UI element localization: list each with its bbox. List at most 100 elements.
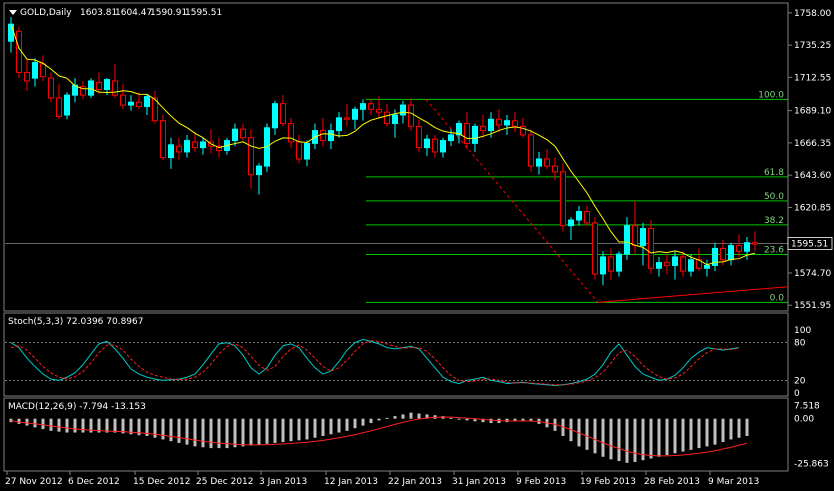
collapse-triangle-icon[interactable] bbox=[9, 10, 17, 15]
macd-histogram-bar bbox=[721, 418, 725, 443]
candle-body bbox=[248, 137, 254, 176]
candle-body bbox=[688, 259, 694, 272]
symbol-title: GOLD,Daily bbox=[20, 8, 72, 18]
candle-body bbox=[712, 247, 718, 266]
candle-body bbox=[704, 264, 710, 269]
candle-body bbox=[200, 141, 206, 149]
x-tick-label: 15 Dec 2012 bbox=[133, 477, 191, 487]
candle-body bbox=[656, 262, 662, 269]
candle-body bbox=[352, 108, 358, 120]
candle-body bbox=[104, 79, 110, 90]
y-tick-label: 1758.00 bbox=[794, 9, 831, 19]
fib-level-label: 61.8 bbox=[764, 168, 784, 178]
x-tick-label: 6 Dec 2012 bbox=[68, 477, 120, 487]
candle-body bbox=[232, 128, 238, 142]
macd-histogram-bar bbox=[633, 418, 637, 462]
x-tick-label: 12 Jan 2013 bbox=[324, 477, 378, 487]
macd-tick-label: -25.863 bbox=[794, 459, 829, 469]
candle-body bbox=[440, 140, 446, 153]
candle-body bbox=[624, 225, 630, 255]
macd-histogram-bar bbox=[345, 418, 349, 431]
candle-body bbox=[328, 130, 334, 142]
candle-body bbox=[456, 123, 462, 136]
fib-level-label: 23.6 bbox=[764, 246, 784, 256]
macd-histogram-bar bbox=[97, 418, 101, 433]
macd-histogram-bar bbox=[481, 418, 485, 423]
macd-histogram-bar bbox=[145, 418, 149, 436]
x-tick-label: 28 Feb 2013 bbox=[644, 477, 700, 487]
macd-histogram-bar bbox=[649, 418, 653, 459]
candle-body bbox=[744, 242, 750, 252]
candle-body bbox=[504, 120, 510, 126]
macd-histogram-bar bbox=[401, 414, 405, 419]
macd-histogram-bar bbox=[361, 418, 365, 426]
candle-body bbox=[472, 125, 478, 144]
macd-histogram-bar bbox=[641, 418, 645, 461]
macd-histogram-bar bbox=[169, 418, 173, 442]
candle-body bbox=[448, 134, 454, 142]
macd-histogram-bar bbox=[329, 418, 333, 435]
candle-body bbox=[368, 103, 374, 110]
candle-body bbox=[320, 130, 326, 142]
candle-body bbox=[680, 256, 686, 272]
candle-body bbox=[536, 158, 542, 167]
macd-histogram-bar bbox=[393, 416, 397, 419]
macd-histogram-bar bbox=[249, 418, 253, 446]
candle-body bbox=[632, 225, 638, 247]
candle-body bbox=[584, 211, 590, 224]
macd-histogram-bar bbox=[209, 418, 213, 449]
candle-body bbox=[144, 96, 150, 107]
macd-histogram-bar bbox=[681, 418, 685, 452]
macd-histogram-bar bbox=[665, 418, 669, 456]
macd-histogram-bar bbox=[49, 418, 53, 431]
candle-body bbox=[664, 262, 670, 266]
macd-histogram-bar bbox=[489, 418, 493, 424]
y-tick-label: 1689.10 bbox=[794, 107, 831, 117]
candle-body bbox=[416, 125, 422, 149]
x-tick-label: 27 Nov 2012 bbox=[5, 477, 63, 487]
candle-body bbox=[184, 140, 190, 153]
macd-histogram-bar bbox=[689, 418, 693, 450]
candle-body bbox=[8, 23, 14, 42]
macd-histogram-bar bbox=[673, 418, 677, 454]
candle-body bbox=[576, 211, 582, 221]
macd-histogram-bar bbox=[745, 418, 749, 436]
macd-histogram-bar bbox=[177, 418, 181, 443]
candle-body bbox=[592, 222, 598, 275]
candle-body bbox=[616, 253, 622, 272]
macd-histogram-bar bbox=[185, 418, 189, 445]
candle-body bbox=[560, 171, 566, 227]
macd-histogram-bar bbox=[425, 414, 429, 419]
candle-body bbox=[496, 118, 502, 126]
candle-body bbox=[80, 86, 86, 96]
candle-body bbox=[192, 141, 198, 149]
macd-histogram-bar bbox=[129, 418, 133, 435]
macd-histogram-bar bbox=[89, 418, 93, 433]
candle-body bbox=[120, 94, 126, 106]
macd-histogram-bar bbox=[65, 418, 69, 433]
macd-histogram-bar bbox=[729, 418, 733, 440]
moving-average-line bbox=[10, 24, 756, 266]
candle-body bbox=[600, 256, 606, 275]
candle-body bbox=[608, 256, 614, 272]
macd-histogram-bar bbox=[281, 418, 285, 443]
y-tick-label: 1735.25 bbox=[794, 41, 831, 51]
main-price-panel[interactable]: 100.0 61.8 50.0 38.2 23.6 0.0 bbox=[5, 17, 789, 303]
candle-body bbox=[512, 120, 518, 127]
stochastic-panel[interactable] bbox=[5, 338, 788, 386]
macd-histogram-bar bbox=[153, 418, 157, 438]
ohlc-low: 1590.91 bbox=[150, 8, 187, 18]
main-panel-frame bbox=[3, 2, 789, 312]
macd-histogram-bar bbox=[505, 418, 509, 423]
macd-histogram-bar bbox=[105, 418, 109, 433]
macd-histogram-bar bbox=[449, 417, 453, 419]
x-tick-label: 9 Feb 2013 bbox=[516, 477, 566, 487]
candle-body bbox=[160, 120, 166, 159]
macd-histogram-bar bbox=[353, 418, 357, 429]
candle-body bbox=[288, 123, 294, 143]
macd-panel[interactable] bbox=[9, 412, 749, 463]
macd-histogram-bar bbox=[465, 418, 469, 421]
candle-body bbox=[168, 144, 174, 159]
macd-histogram-bar bbox=[17, 418, 21, 424]
macd-histogram-bar bbox=[417, 413, 421, 419]
